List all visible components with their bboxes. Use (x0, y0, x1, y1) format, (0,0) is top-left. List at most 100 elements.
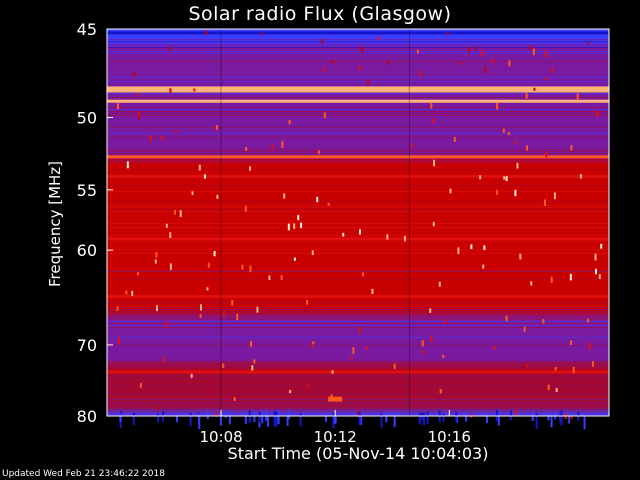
noise-speckle (470, 244, 473, 250)
noise-speckle (165, 223, 168, 228)
noise-spike (560, 410, 563, 426)
y-axis-label: Frequency [MHz] (46, 160, 64, 288)
noise-spike (253, 411, 256, 423)
noise-speckle (169, 263, 172, 271)
noise-line (107, 187, 609, 188)
noise-speckle (598, 274, 601, 279)
noise-speckle (526, 363, 529, 368)
noise-line (107, 321, 609, 322)
y-tick-label: 60 (77, 241, 97, 260)
noise-speckle (250, 340, 253, 347)
noise-speckle (393, 363, 396, 369)
noise-speckle (261, 32, 264, 36)
noise-spike (258, 411, 261, 423)
noise-spike (332, 413, 335, 429)
noise-speckle (216, 194, 219, 199)
noise-line (107, 35, 609, 36)
noise-line (107, 331, 609, 332)
noise-speckle (588, 342, 591, 350)
noise-line (107, 379, 609, 380)
noise-speckle (544, 50, 547, 58)
noise-speckle (421, 340, 424, 347)
noise-speckle (116, 103, 119, 110)
noise-speckle (179, 210, 182, 218)
noise-line (107, 359, 609, 360)
noise-spike (273, 411, 276, 427)
updated-timestamp: Updated Wed Feb 21 23:46:22 2018 (2, 469, 165, 479)
noise-speckle (439, 389, 442, 394)
noise-speckle (244, 205, 247, 212)
noise-speckle (236, 313, 239, 321)
noise-spike (465, 412, 468, 422)
noise-speckle (350, 355, 353, 360)
noise-line (107, 95, 609, 96)
noise-spike (442, 413, 445, 423)
noise-line (107, 325, 609, 326)
y-tick-label: 50 (77, 108, 97, 127)
noise-speckle (545, 77, 548, 81)
noise-speckle (371, 288, 374, 295)
noise-line (107, 299, 609, 300)
frequency-band (107, 31, 609, 35)
noise-speckle (416, 49, 419, 54)
noise-speckle (444, 318, 447, 325)
noise-speckle (245, 147, 248, 151)
noise-speckle (131, 290, 134, 296)
noise-line (107, 381, 609, 382)
noise-line (107, 203, 609, 204)
noise-line (107, 93, 609, 94)
noise-speckle (505, 176, 508, 182)
noise-line (107, 171, 609, 172)
noise-speckle (342, 232, 345, 237)
noise-speckle (543, 199, 546, 206)
noise-speckle (157, 406, 160, 411)
x-tick-label: 10:16 (428, 428, 471, 446)
noise-speckle (569, 273, 572, 281)
noise-speckle (198, 164, 201, 171)
noise-speckle (526, 145, 529, 151)
x-axis-label: Start Time (05-Nov-14 10:04:03) (227, 444, 489, 463)
noise-line (107, 229, 609, 230)
noise-line (107, 309, 609, 310)
noise-speckle (358, 65, 361, 71)
noise-speckle (222, 310, 225, 318)
noise-speckle (468, 46, 471, 53)
noise-line (107, 245, 609, 246)
noise-speckle (357, 410, 360, 418)
noise-speckle (505, 315, 508, 322)
noise-spike (224, 409, 227, 418)
noise-line (107, 303, 609, 304)
noise-speckle (579, 173, 582, 179)
noise-line (107, 47, 609, 48)
noise-speckle (331, 59, 334, 64)
frequency-band (107, 99, 609, 103)
noise-speckle (133, 72, 136, 77)
noise-line (107, 207, 609, 208)
noise-line (107, 289, 609, 290)
noise-line (107, 39, 609, 40)
noise-speckle (126, 161, 129, 169)
noise-speckle (502, 128, 505, 133)
noise-spike (559, 412, 562, 424)
frequency-band (107, 86, 609, 93)
noise-speckle (256, 306, 259, 313)
noise-line (107, 307, 609, 308)
noise-line (107, 319, 609, 320)
noise-spike (265, 409, 268, 422)
noise-line (107, 53, 609, 54)
noise-speckle (169, 45, 172, 52)
noise-line (107, 373, 609, 374)
noise-speckle (514, 140, 517, 145)
noise-speckle (438, 281, 441, 287)
noise-speckle (191, 191, 194, 195)
noise-speckle (206, 287, 209, 291)
noise-speckle (596, 109, 599, 117)
noise-speckle (156, 305, 159, 312)
noise-line (107, 271, 609, 272)
y-tick-label: 55 (77, 181, 97, 200)
noise-spike (189, 412, 192, 427)
noise-spike (261, 410, 264, 424)
noise-spike (497, 412, 500, 426)
noise-speckle (283, 193, 286, 199)
noise-speckle (587, 41, 590, 46)
